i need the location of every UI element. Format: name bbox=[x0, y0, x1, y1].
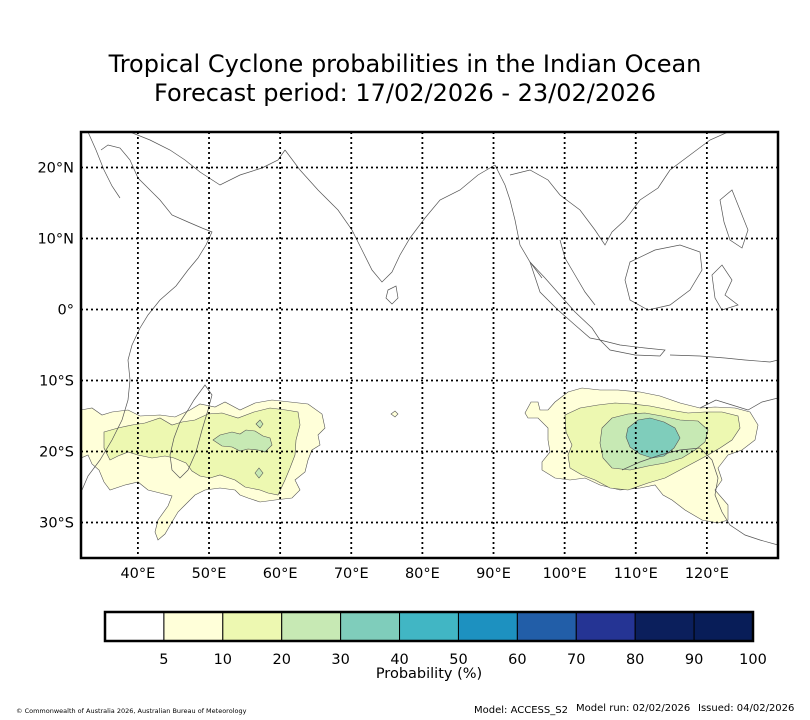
colorbar-tick-label: 70 bbox=[567, 652, 585, 668]
coast-persian-gulf bbox=[129, 132, 286, 186]
colorbar-tick-label: 50 bbox=[449, 652, 467, 668]
coast-indochina bbox=[509, 132, 729, 246]
lat-tick-label: 0° bbox=[58, 303, 74, 319]
lat-tick-label: 20°S bbox=[39, 445, 74, 461]
contour-sw-island-1 bbox=[390, 410, 399, 418]
colorbar-tick-label: 80 bbox=[626, 652, 644, 668]
colorbar-tick-label: 90 bbox=[685, 652, 703, 668]
coast-nusa-tenggara bbox=[669, 354, 778, 363]
model-run-date: Model run: 02/02/2026 bbox=[576, 703, 691, 714]
lon-tick-label: 120°E bbox=[685, 566, 729, 582]
lon-tick-label: 60°E bbox=[263, 566, 298, 582]
lon-tick-label: 50°E bbox=[192, 566, 227, 582]
colorbar-swatch bbox=[104, 611, 165, 642]
coast-philippines bbox=[719, 189, 749, 249]
lon-tick-label: 100°E bbox=[543, 566, 587, 582]
contour-sw-20 bbox=[212, 429, 273, 453]
lat-tick-label: 20°N bbox=[37, 161, 74, 177]
issued-date: Issued: 04/02/2026 bbox=[698, 703, 795, 714]
coast-india bbox=[284, 149, 496, 283]
coast-sulawesi bbox=[711, 264, 739, 311]
colorbar-swatch bbox=[281, 611, 342, 642]
contour-sw-island-2 bbox=[255, 419, 264, 429]
tick-labels: 40°E 50°E 60°E 70°E 80°E 90°E 100°E 110°E 120°E 2… bbox=[37, 161, 728, 583]
lon-tick-label: 110°E bbox=[614, 566, 658, 582]
colorbar-frame bbox=[103, 610, 755, 643]
lon-tick-label: 70°E bbox=[334, 566, 369, 582]
map-frame bbox=[79, 130, 780, 560]
colorbar-swatch bbox=[340, 611, 401, 642]
colorbar-swatch bbox=[693, 611, 754, 642]
coast-madagascar bbox=[169, 384, 213, 479]
coast-red-sea bbox=[87, 132, 121, 199]
colorbar-swatch bbox=[575, 611, 636, 642]
colorbar-tick-label: 100 bbox=[739, 652, 767, 668]
lat-tick-label: 10°S bbox=[39, 374, 74, 390]
coast-java bbox=[598, 339, 666, 357]
colorbar: 5 10 20 30 40 50 60 70 80 90 100 bbox=[103, 610, 767, 668]
lat-tick-label: 30°S bbox=[39, 516, 74, 532]
colorbar-tick-label: 30 bbox=[331, 652, 349, 668]
coast-australia bbox=[621, 397, 778, 546]
contour-sw-island-3 bbox=[254, 467, 264, 479]
colorbar-swatch bbox=[457, 611, 518, 642]
colorbar-tick-label: 5 bbox=[159, 652, 168, 668]
graticule bbox=[81, 132, 778, 558]
colorbar-swatch bbox=[634, 611, 695, 642]
chart-title-line1: Tropical Cyclone probabilities in the In… bbox=[108, 50, 702, 78]
colorbar-swatch bbox=[399, 611, 459, 642]
colorbar-tick-label: 10 bbox=[214, 652, 232, 668]
coast-malay-peninsula bbox=[559, 239, 596, 306]
lon-tick-label: 80°E bbox=[405, 566, 440, 582]
model-name: Model: ACCESS_S2 bbox=[474, 705, 568, 716]
coast-srilanka bbox=[385, 285, 399, 305]
colorbar-swatch bbox=[163, 611, 224, 642]
colorbar-label: Probability (%) bbox=[376, 666, 482, 682]
coastlines bbox=[81, 132, 778, 546]
coast-borneo bbox=[624, 244, 703, 311]
lon-tick-label: 90°E bbox=[476, 566, 511, 582]
chart-title-line2: Forecast period: 17/02/2026 - 23/02/2026 bbox=[154, 79, 656, 107]
lon-tick-label: 40°E bbox=[120, 566, 155, 582]
lat-tick-label: 10°N bbox=[37, 232, 74, 248]
colorbar-tick-label: 60 bbox=[508, 652, 526, 668]
colorbar-tick-label: 20 bbox=[273, 652, 291, 668]
contour-se-30 bbox=[625, 417, 681, 459]
colorbar-swatch bbox=[222, 611, 283, 642]
colorbar-tick-label: 40 bbox=[390, 652, 408, 668]
coast-arabia-africa bbox=[81, 144, 213, 491]
colorbar-swatch bbox=[516, 611, 577, 642]
copyright-text: © Commonwealth of Australia 2026, Austra… bbox=[16, 707, 247, 715]
